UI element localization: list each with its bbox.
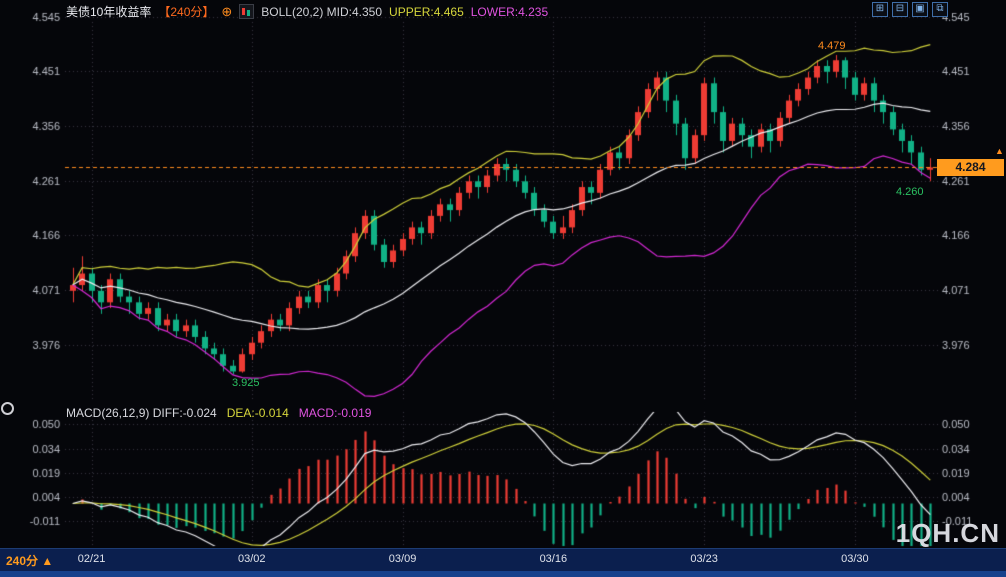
recent-low-label: 4.260 bbox=[896, 186, 924, 198]
chart-toolbar: 美债10年收益率 【240分】 ⊕ BOLL(20,2) MID:4.350 U… bbox=[66, 3, 548, 20]
price-up-arrow-icon: ▲ bbox=[995, 146, 1004, 156]
watermark: 1QH.CN bbox=[895, 518, 1000, 548]
macd-value-label: MACD:-0.019 bbox=[298, 406, 372, 420]
x-axis-date-label: 02/21 bbox=[77, 553, 106, 565]
period-toggle-button[interactable]: 240分 ▲ bbox=[6, 554, 54, 568]
macd-diff-label: MACD(26,12,9) DIFF:-0.024 bbox=[66, 406, 217, 420]
window-controls: ⊞ ⊟ ▣ ⧉ bbox=[872, 2, 948, 17]
chart-type-icon[interactable] bbox=[239, 4, 255, 19]
x-axis-date-label: 03/23 bbox=[690, 553, 718, 565]
single-window-icon[interactable]: ▣ bbox=[912, 2, 928, 17]
x-axis-bar: 240分 ▲ 02/21 03/02 03/09 03/16 03/23 03/30 bbox=[0, 548, 1006, 571]
macd-header: MACD(26,12,9) DIFF:-0.024 DEA:-0.014 MAC… bbox=[66, 406, 371, 420]
x-axis-date-label: 03/02 bbox=[238, 553, 266, 565]
x-axis-date-label: 03/30 bbox=[841, 553, 869, 565]
cascade-windows-icon[interactable]: ⧉ bbox=[932, 2, 948, 17]
period-high-label: 4.479 bbox=[818, 40, 846, 52]
last-price-tag: 4.284 bbox=[937, 159, 1004, 176]
bottom-status-strip bbox=[0, 571, 1006, 577]
boll-lower-label: LOWER:4.235 bbox=[470, 4, 549, 19]
split-layout-icon[interactable]: ⊟ bbox=[892, 2, 908, 17]
x-axis-date-label: 03/16 bbox=[539, 553, 568, 565]
x-axis-date-label: 03/09 bbox=[388, 553, 417, 565]
boll-mid-label: BOLL(20,2) MID:4.350 bbox=[261, 4, 383, 19]
boll-upper-label: UPPER:4.465 bbox=[389, 4, 464, 19]
macd-dea-label: DEA:-0.014 bbox=[226, 406, 289, 420]
period-low-label: 3.925 bbox=[232, 377, 260, 389]
add-indicator-icon[interactable]: ⊕ bbox=[221, 3, 233, 19]
panel-collapse-icon[interactable] bbox=[1, 402, 14, 415]
symbol-title: 美债10年收益率 bbox=[66, 5, 152, 19]
period-badge[interactable]: 【240分】 bbox=[158, 5, 215, 19]
grid-layout-icon[interactable]: ⊞ bbox=[872, 2, 888, 17]
